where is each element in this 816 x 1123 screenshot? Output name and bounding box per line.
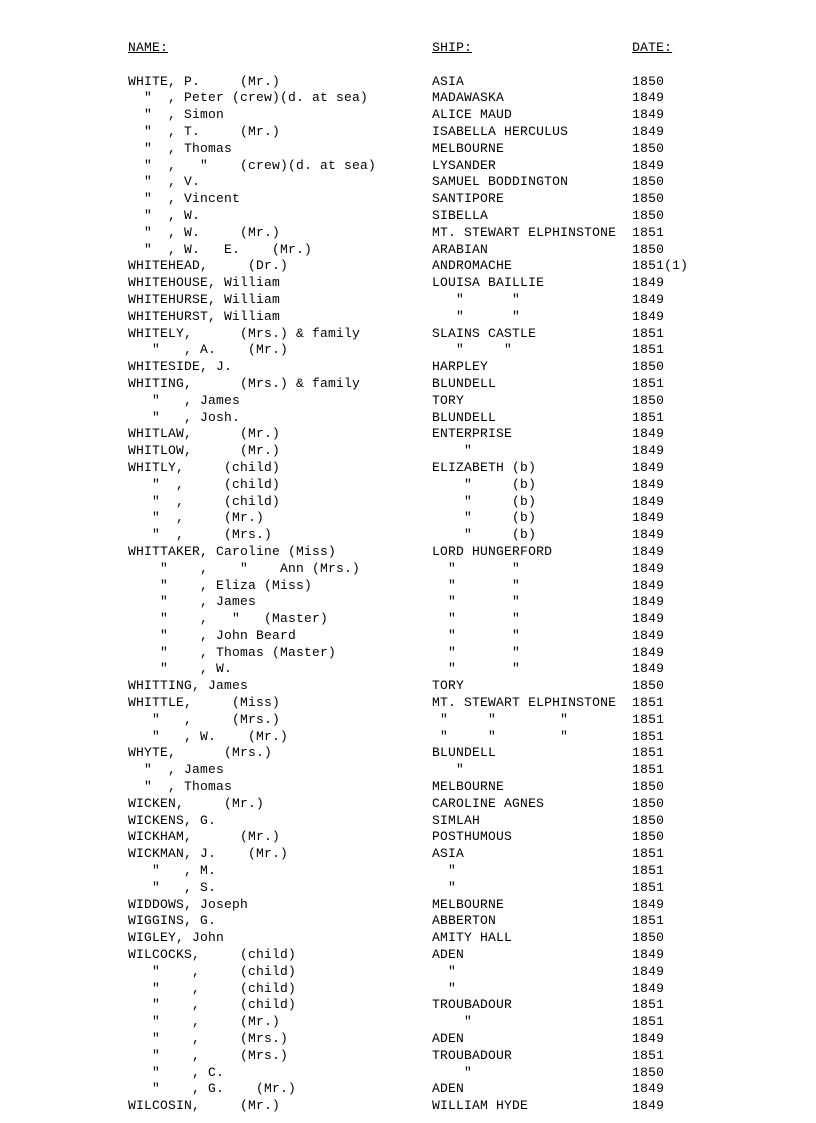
- header-date: DATE:: [632, 40, 672, 55]
- rows-container: WHITE, P. (Mr.) ASIA 1850 " , Peter (cre…: [128, 74, 688, 1114]
- passenger-list: NAME: SHIP: DATE: WHITE, P. (Mr.) ASIA 1…: [0, 40, 816, 1115]
- header-name: NAME:: [128, 40, 168, 55]
- header-gap1: [168, 40, 432, 55]
- header-ship: SHIP:: [432, 40, 472, 55]
- header-gap2: [472, 40, 632, 55]
